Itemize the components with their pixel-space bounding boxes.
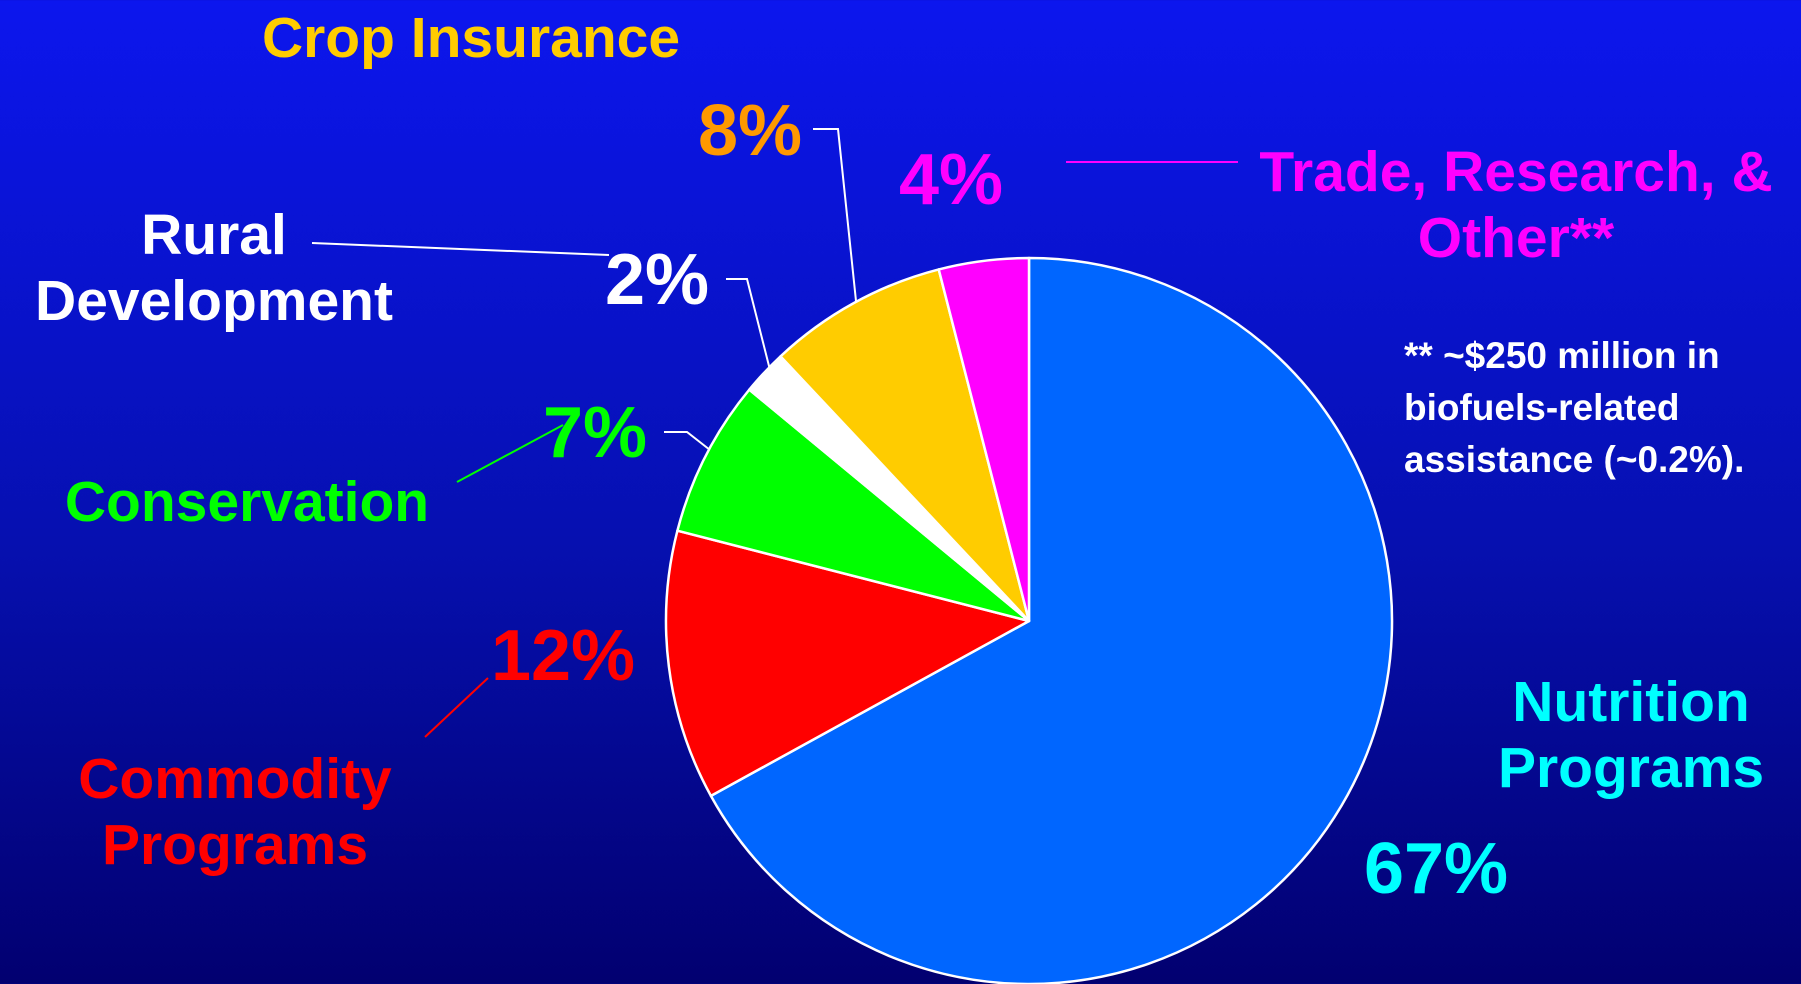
pie-slice xyxy=(676,388,1031,623)
pie-slice xyxy=(664,529,1031,798)
value-label: 7% xyxy=(542,393,648,474)
leader-line xyxy=(664,431,711,451)
pie-slice xyxy=(779,268,1031,623)
category-label: Commodity Programs xyxy=(78,746,392,877)
value-label: 8% xyxy=(697,91,803,172)
category-label: Rural Development xyxy=(35,202,393,333)
category-label: Nutrition Programs xyxy=(1497,669,1765,800)
value-label: 4% xyxy=(898,140,1004,221)
category-label: Crop Insurance xyxy=(261,5,681,70)
leader-line xyxy=(813,128,857,302)
leader-lines xyxy=(311,128,1238,738)
pie-slice xyxy=(937,256,1031,623)
category-label: Trade, Research, & Other** xyxy=(1259,139,1773,270)
pie-slice xyxy=(709,256,1394,984)
leader-line xyxy=(311,242,610,256)
leader-line xyxy=(424,677,489,738)
value-label: 12% xyxy=(490,616,636,697)
leader-line xyxy=(456,424,564,483)
leader-line xyxy=(726,278,771,371)
category-label: Conservation xyxy=(64,469,430,534)
value-label: 2% xyxy=(604,240,710,321)
value-label: 67% xyxy=(1363,829,1509,910)
footnote: ** ~$250 million in biofuels-related ass… xyxy=(1404,335,1745,480)
